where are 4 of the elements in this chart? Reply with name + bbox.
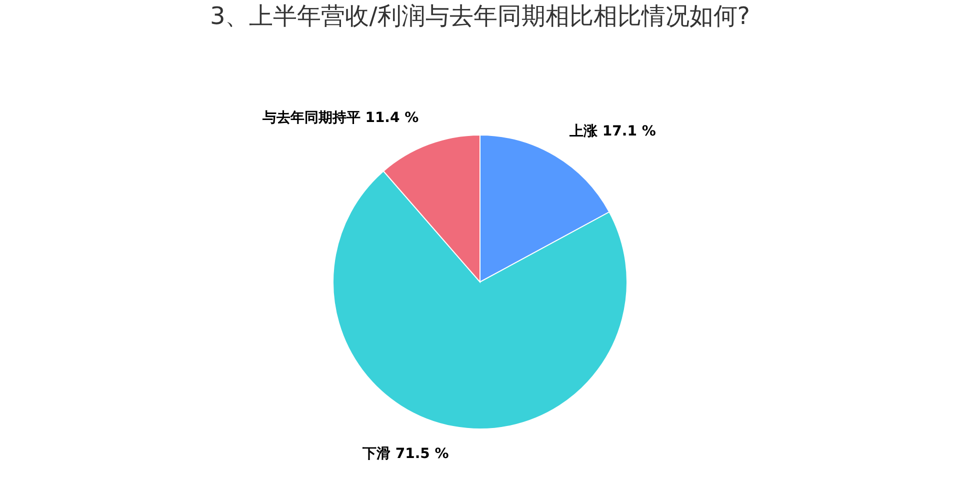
slice-label: 上涨 17.1 % xyxy=(568,124,656,140)
chart-title: 3、上半年营收/利润与去年同期相比相比情况如何? xyxy=(210,2,750,30)
slice-label: 下滑 71.5 % xyxy=(362,446,449,462)
slice-label: 与去年同期持平 11.4 % xyxy=(261,110,419,126)
